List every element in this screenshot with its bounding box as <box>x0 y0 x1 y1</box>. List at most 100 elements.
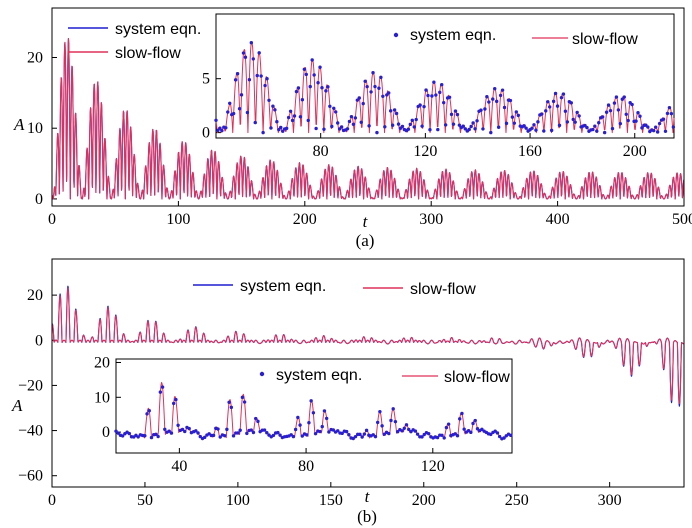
inset-a-system-point <box>577 114 581 118</box>
inset-b-system-point <box>276 430 280 435</box>
inset-a-system-point <box>228 101 232 106</box>
inset-a-system-point <box>330 124 334 129</box>
inset-a-system-point <box>457 123 462 127</box>
panel-a-legend: system eqn. slow-flow <box>68 21 201 62</box>
inset-b-system-point <box>293 427 298 432</box>
panel-a-lines <box>51 37 685 200</box>
inset-a-system-point <box>542 129 546 133</box>
panel-b-xtick-label: 0 <box>48 492 56 509</box>
inset-a-system-point <box>281 129 285 133</box>
inset-a-system-point <box>549 128 554 133</box>
inset-a-system-point <box>426 93 430 98</box>
inset-a-system-point <box>294 89 299 94</box>
inset-b-system-point <box>236 431 240 435</box>
inset-b-system-point <box>444 425 449 430</box>
inset-b-system-point <box>145 412 149 416</box>
inset-a-system-point <box>320 86 324 90</box>
inset-b-system-point <box>242 400 247 404</box>
panel-a-xlabel: t <box>363 212 369 231</box>
inset-b-system-point <box>194 429 198 433</box>
inset-b-system-point <box>238 428 242 432</box>
inset-a-system-point <box>373 84 377 89</box>
inset-a-system-point <box>218 126 222 130</box>
inset-b-system-point <box>262 428 267 432</box>
inset-a-system-point <box>308 84 312 89</box>
inset-a-system-point <box>214 118 218 122</box>
panel-b-xtick-label: 200 <box>412 492 436 509</box>
inset-a-system-point <box>614 95 619 99</box>
inset-b-system-point <box>171 401 176 406</box>
legend-a-system-label: system eqn. <box>115 21 201 38</box>
inset-a-legend: system eqn. slow-flow <box>393 27 638 48</box>
inset-a-system-point <box>286 115 291 120</box>
inset-b-system-point <box>307 421 311 425</box>
inset-a-system-point <box>434 93 438 97</box>
inset-b-system-point <box>114 429 118 433</box>
inset-b-system-point <box>256 419 260 424</box>
inset-a-system-point <box>353 116 358 120</box>
inset-a-system-point <box>375 130 379 135</box>
legend-b-slow-label: slow-flow <box>410 281 476 298</box>
inset-a-system-point <box>324 89 328 93</box>
inset-a-system-point <box>471 121 475 125</box>
panel-b-ylabel: A <box>11 396 23 415</box>
inset-b-system-point <box>245 431 249 436</box>
inset-b-system-point <box>249 428 253 432</box>
inset-a-system-point <box>298 115 303 119</box>
inset-a-system-point <box>453 109 458 113</box>
inset-a-system-point <box>504 121 509 126</box>
inset-a-system-point <box>546 100 550 104</box>
inset-b-system-point <box>309 399 313 403</box>
inset-a-system-point <box>288 109 293 113</box>
inset-b-system-point <box>336 429 340 433</box>
inset-a-system-point <box>634 119 638 123</box>
inset-a-system-point <box>652 128 656 133</box>
inset-a-ytick-label: 0 <box>202 125 210 142</box>
inset-a-system-point <box>585 125 589 130</box>
inset-a-system-point <box>475 119 479 123</box>
inset-b-system-point <box>176 423 180 428</box>
inset-a-system-point <box>489 130 493 135</box>
inset-a-system-point <box>292 114 297 118</box>
inset-b-system-point <box>320 424 324 429</box>
inset-b-system-point <box>254 416 258 421</box>
inset-a-system-point <box>347 119 352 124</box>
inset-b-system-point <box>169 431 174 435</box>
inset-a-system-point <box>667 105 672 110</box>
inset-b-system-point <box>380 424 384 428</box>
inset-a-system-point <box>536 120 540 124</box>
inset-b-system-point <box>353 434 358 439</box>
inset-a-system-point <box>500 88 505 92</box>
inset-b-xtick-label: 80 <box>298 458 314 475</box>
inset-b-system-point <box>313 431 318 436</box>
inset-b-system-point <box>455 434 460 438</box>
inset-a-system-point <box>316 81 320 85</box>
inset-b-system-point <box>344 429 349 434</box>
inset-a-system-point <box>646 125 650 129</box>
inset-b-system-point <box>420 435 424 439</box>
panel-a-frame <box>51 7 685 207</box>
panel-b-xtick-label: 300 <box>598 492 622 509</box>
inset-a-system-point <box>233 78 238 82</box>
inset-b-system-point <box>497 434 502 439</box>
inset-b-system-point <box>402 426 406 431</box>
inset-b-system-point <box>413 429 418 433</box>
inset-a-system-point <box>430 94 434 98</box>
inset-a-system-point <box>388 109 393 113</box>
panel-a-xtick-label: 300 <box>419 211 443 228</box>
inset-b-system-point <box>251 430 256 435</box>
legend-ib-slow-label: slow-flow <box>444 369 510 386</box>
inset-a-system-point <box>310 58 314 62</box>
inset-a-ytick-label: 5 <box>202 71 210 88</box>
inset-a-system-point <box>573 120 577 124</box>
inset-b-ytick-label: 20 <box>94 354 110 371</box>
inset-a-system-point <box>332 106 336 110</box>
panel-b-frame <box>51 258 685 488</box>
legend-ib-system-swatch <box>259 371 265 377</box>
inset-b-system-point <box>453 432 457 436</box>
inset-a-system-point <box>312 73 316 77</box>
inset-a-system-point <box>616 108 621 112</box>
inset-a-system-point <box>571 117 575 122</box>
